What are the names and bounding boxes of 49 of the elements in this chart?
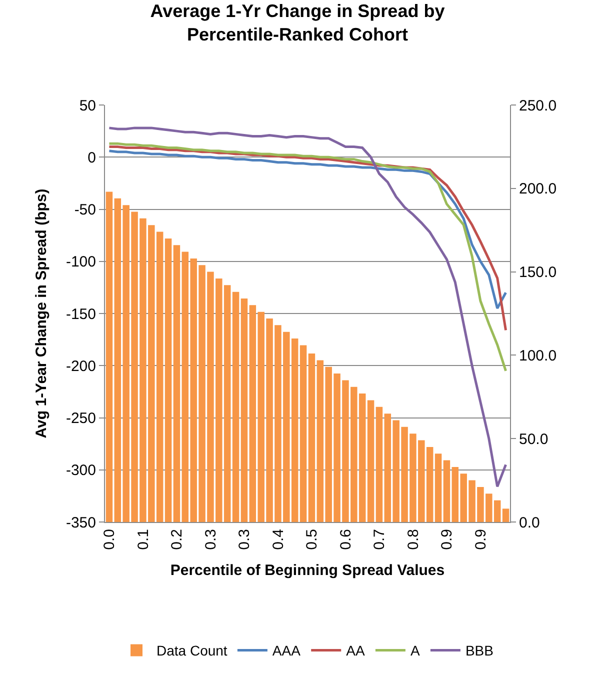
x-axis-title: Percentile of Beginning Spread Values — [170, 562, 445, 579]
legend-label: Data Count — [156, 642, 228, 659]
y-tick-label: 50 — [79, 97, 96, 114]
bar — [232, 292, 240, 522]
y-tick-label: -200 — [66, 358, 96, 375]
x-tick-label: 0.9 — [472, 529, 490, 550]
y2-tick-label: 200.0 — [519, 180, 557, 198]
y2-tick-label: 150.0 — [519, 264, 557, 282]
y-tick-label: -50 — [74, 202, 96, 218]
x-tick-label: 0.6 — [337, 529, 354, 550]
bar — [367, 400, 374, 522]
bar — [300, 345, 307, 522]
x-tick-label: 0.9 — [438, 529, 456, 550]
x-tick-label: 0.8 — [404, 529, 422, 550]
y2-tick-label: 0.0 — [519, 514, 540, 532]
x-tick-label: 0.4 — [270, 529, 287, 550]
y2-tick-label: 100.0 — [519, 347, 557, 364]
bar — [434, 454, 442, 522]
x-tick-label: 0.0 — [101, 529, 118, 550]
y2-tick-label: 250.0 — [519, 97, 557, 114]
chart-title: Average 1-Yr Change in Spread by Percentile-Ranked Cohort — [150, 0, 445, 44]
bar — [106, 192, 113, 522]
y-tick-label: -100 — [66, 254, 96, 271]
y-tick-label: -150 — [66, 306, 96, 323]
line-series — [108, 126, 508, 488]
y2-tick-label: 50.0 — [519, 430, 548, 448]
y-tick-label: -250 — [66, 410, 96, 427]
legend-label: A — [410, 642, 420, 659]
x-tick-label: 0.5 — [304, 529, 321, 550]
y-tick-label: 0 — [88, 149, 96, 166]
bar — [240, 298, 248, 522]
x-tick-label: 0.3 — [236, 529, 254, 550]
y-tick-label: -350 — [66, 514, 96, 532]
y-tick-label: -300 — [66, 462, 96, 480]
bar — [443, 460, 450, 522]
legend-label: BBB — [465, 642, 494, 659]
bar — [164, 238, 172, 522]
x-tick-label: 0.1 — [134, 529, 152, 550]
line-series — [108, 142, 508, 372]
x-tick-label: 0.7 — [371, 529, 388, 550]
bar — [173, 245, 180, 522]
legend-label: AAA — [272, 642, 302, 659]
y-axis-title: Avg 1-Year Change in Spread (bps) — [33, 188, 50, 438]
bar — [376, 406, 383, 522]
x-tick-label: 0.3 — [202, 529, 220, 550]
bar — [502, 508, 510, 522]
legend-label: AA — [346, 642, 366, 659]
bar — [308, 354, 316, 522]
x-tick-label: 0.2 — [168, 529, 186, 550]
